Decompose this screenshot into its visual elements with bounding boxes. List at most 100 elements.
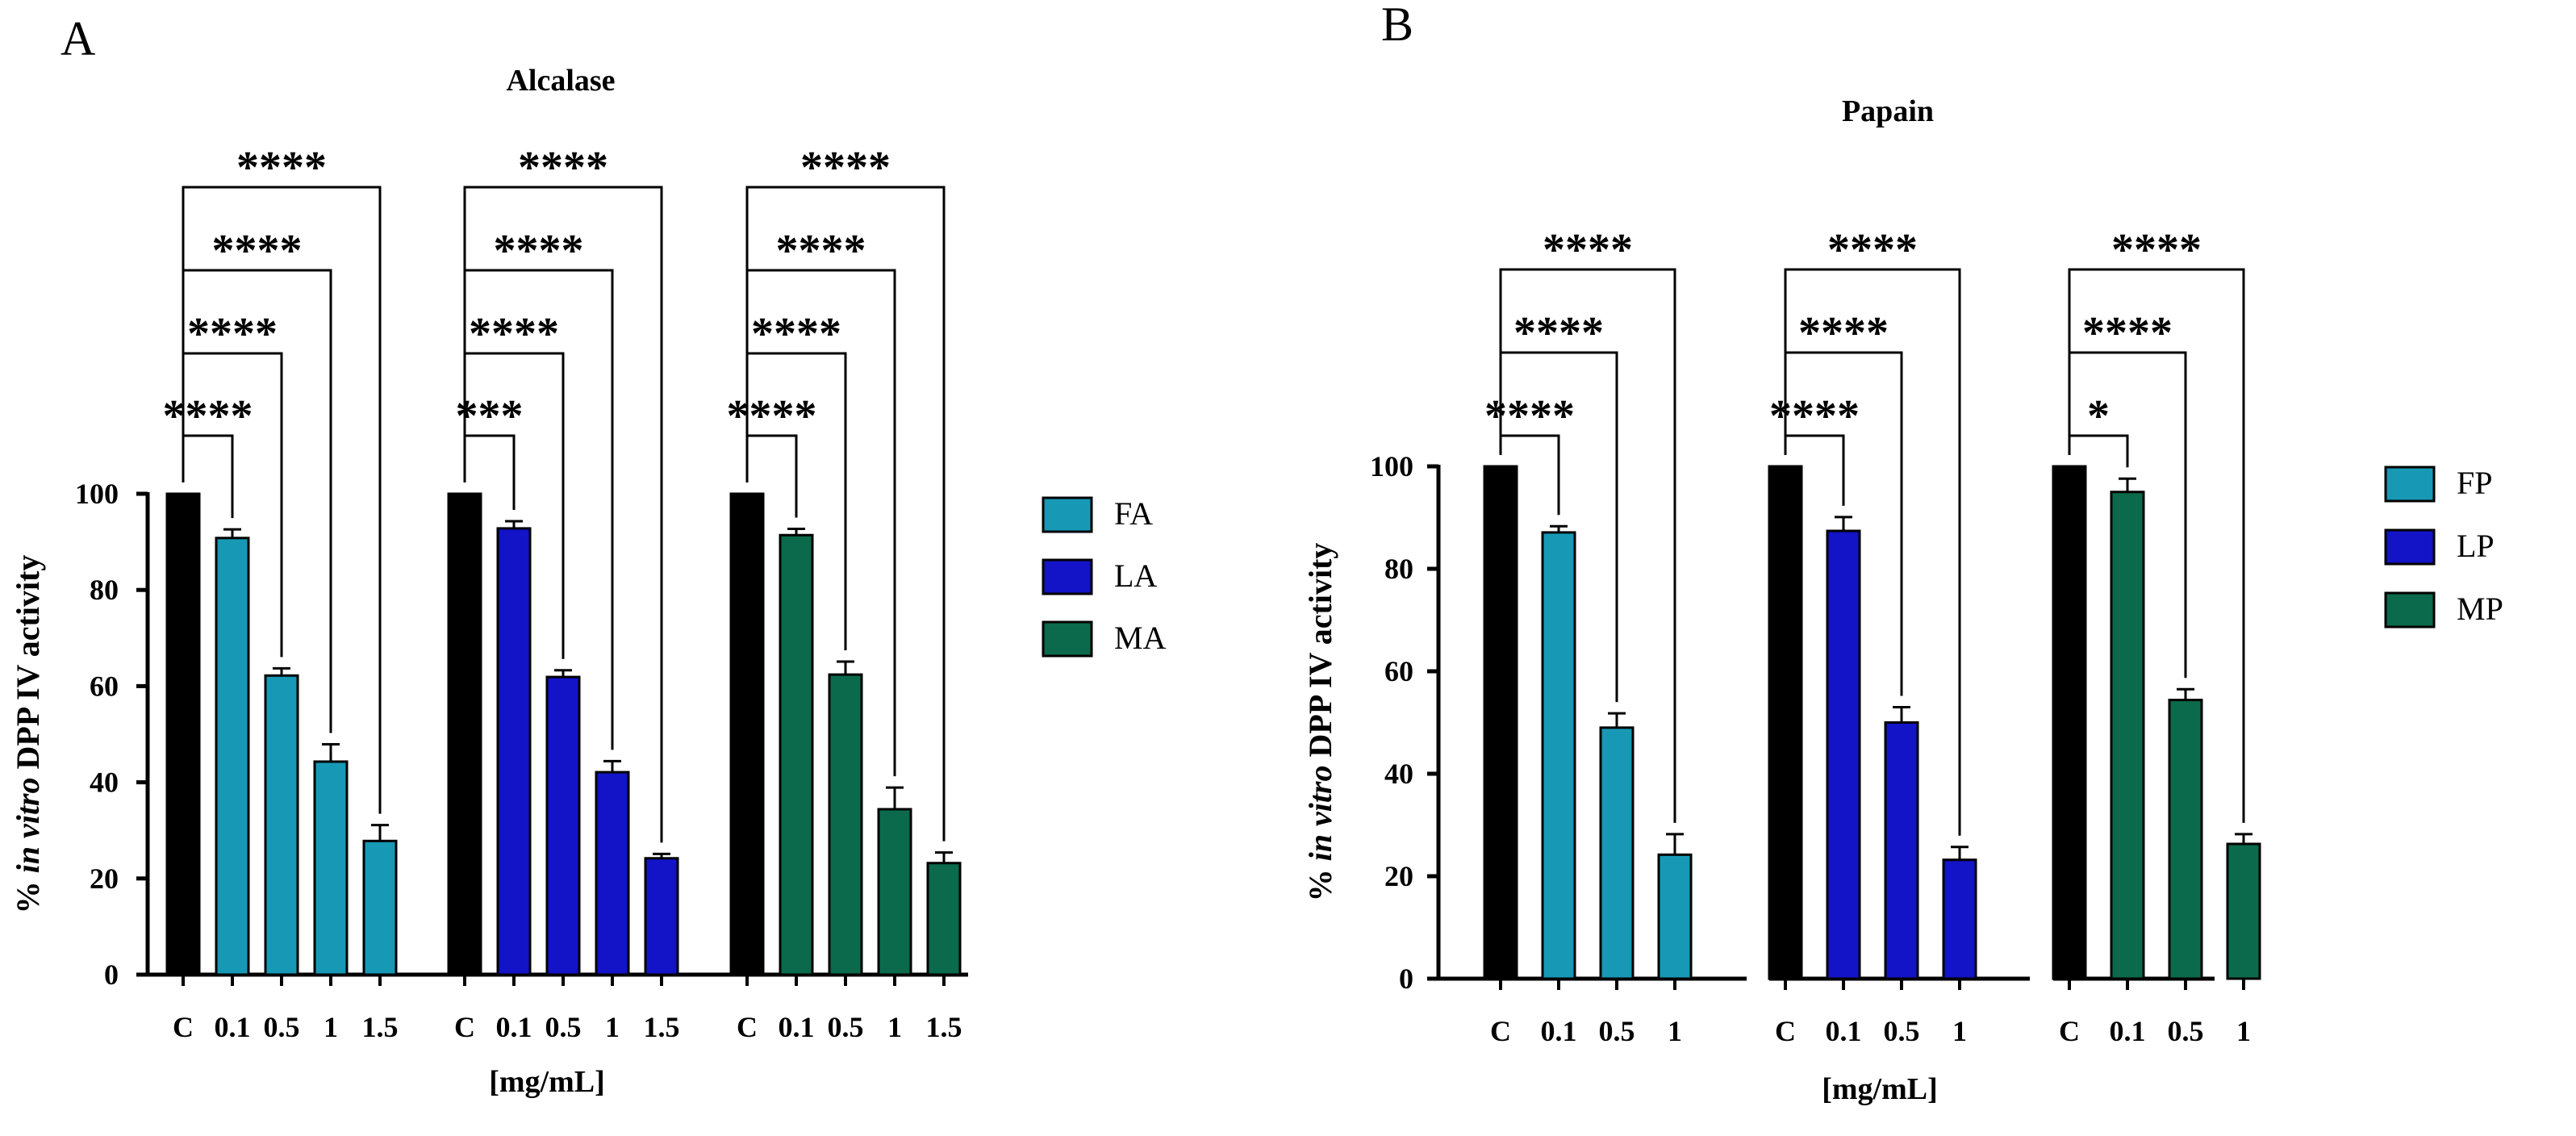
bar-ma-0_5 — [828, 673, 863, 976]
x-tick-label: 0.5 — [2168, 1015, 2204, 1047]
legend-label-fp: FP — [2457, 465, 2493, 501]
legend-label-lp: LP — [2457, 528, 2495, 564]
bar-mp-c — [2052, 465, 2087, 980]
y-axis-label-prefix: % — [10, 873, 46, 913]
significance-label: * — [2087, 391, 2110, 441]
bar-la-c — [447, 492, 482, 976]
bar-ma-c — [729, 492, 765, 976]
bar-fp-c — [1483, 465, 1518, 980]
x-tick-label: 0.5 — [1599, 1015, 1635, 1047]
y-tick-label: 40 — [1384, 758, 1413, 790]
panel-label: A — [61, 12, 95, 65]
x-tick-label: 1 — [324, 1011, 338, 1043]
legend-swatch-la — [1042, 558, 1093, 595]
y-axis-label-italic: in vitro — [10, 778, 46, 874]
x-tick-label: 0.5 — [1884, 1015, 1920, 1047]
bar-group-fa: C 0.1 0.5 1 1.5 **** **** **** **** — [148, 143, 449, 1043]
x-tick-label: C — [173, 1011, 194, 1043]
bar-fp-0_5 — [1599, 726, 1635, 980]
panel-label: B — [1381, 0, 1413, 51]
bar-group-mp: C 0.1 0.5 1********* — [2052, 225, 2261, 1047]
significance-label: **** — [163, 391, 253, 441]
y-tick-label: 60 — [1384, 655, 1413, 687]
significance-label: **** — [469, 309, 559, 359]
significance-label: **** — [494, 226, 584, 276]
bar-ma-0_1 — [779, 533, 814, 976]
significance-label: **** — [727, 391, 817, 441]
x-tick-label: C — [1490, 1015, 1511, 1047]
y-axis-label-italic: in vitro — [1302, 766, 1338, 862]
y-tick-label: 20 — [1384, 860, 1413, 892]
significance-label: **** — [1543, 225, 1633, 275]
legend-swatch-lp — [2384, 528, 2436, 566]
bar-la-1_5 — [644, 857, 679, 976]
y-tick-label: 0 — [1399, 963, 1413, 995]
legend-label-la: LA — [1114, 558, 1157, 594]
significance-bracket — [2068, 268, 2245, 823]
y-tick-label: 100 — [75, 478, 119, 510]
x-tick-label: 1 — [887, 1011, 902, 1043]
bar-la-0_5 — [545, 675, 581, 976]
significance-bracket — [463, 186, 663, 843]
significance-label: **** — [212, 226, 303, 276]
y-tick-label: 100 — [1370, 450, 1413, 482]
y-tick-label: 40 — [90, 766, 119, 799]
x-axis-label: [mg/mL] — [1822, 1072, 1938, 1106]
y-tick-label: 60 — [90, 670, 119, 702]
bar-fa-1 — [313, 760, 349, 976]
x-tick-label: 0.5 — [545, 1011, 582, 1043]
significance-bracket — [1784, 268, 1961, 836]
significance-label: **** — [1513, 308, 1604, 358]
x-tick-label: C — [2059, 1015, 2080, 1047]
bar-mp-0_1 — [2110, 491, 2145, 980]
significance-bracket — [1499, 268, 1676, 823]
x-tick-label: 1 — [2236, 1015, 2251, 1047]
significance-label: **** — [1798, 308, 1889, 358]
y-axis-label-suffix: DPP IV activity — [10, 555, 46, 778]
significance-label: **** — [776, 226, 866, 276]
y-tick-label: 0 — [104, 958, 119, 991]
legend-swatch-ma — [1042, 620, 1093, 658]
significance-bracket — [745, 186, 946, 842]
legend-label-mp: MP — [2457, 591, 2503, 627]
bar-la-0_1 — [496, 527, 532, 976]
significance-label: **** — [1769, 391, 1860, 441]
legend-swatch-fa — [1042, 496, 1093, 533]
bar-lp-0_1 — [1826, 529, 1861, 980]
significance-label: **** — [187, 309, 278, 359]
x-axis-label: [mg/mL] — [489, 1065, 605, 1099]
bar-group-fp: C 0.1 0.5 1 **** **** **** — [1438, 225, 1747, 1047]
x-tick-label: 0.1 — [496, 1011, 532, 1043]
x-tick-label: 0.1 — [215, 1011, 251, 1043]
significance-label: **** — [1484, 391, 1575, 441]
legend-swatch-fp — [2384, 466, 2436, 503]
bar-fa-0_5 — [264, 674, 299, 976]
significance-label: **** — [751, 309, 841, 359]
y-axis-label-prefix: % — [1302, 861, 1338, 901]
y-axis-label: % in vitro DPP IV activity — [1302, 543, 1338, 902]
bar-fa-c — [165, 492, 201, 976]
y-axis-label: % in vitro DPP IV activity — [10, 555, 46, 914]
x-tick-label: 0.1 — [2110, 1015, 2146, 1047]
bar-la-1 — [595, 771, 630, 976]
bar-group-lp: C 0.1 0.5 1 **** **** **** — [1768, 225, 2030, 1047]
x-tick-label: 1 — [605, 1011, 620, 1043]
significance-label: *** — [456, 391, 524, 441]
x-tick-label: 0.5 — [828, 1011, 864, 1043]
bar-mp-0_5 — [2168, 699, 2203, 980]
bar-lp-c — [1768, 465, 1803, 980]
bar-fa-1_5 — [362, 839, 398, 976]
x-tick-label: 0.1 — [1541, 1015, 1577, 1047]
bar-group-ma: C 0.1 0.5 1 1.5 **** **** **** **** — [727, 143, 968, 1043]
x-tick-label: 1 — [1952, 1015, 1967, 1047]
significance-bracket — [182, 186, 382, 814]
x-tick-label: 1.5 — [926, 1011, 962, 1043]
significance-label: **** — [518, 143, 608, 193]
bar-fa-0_1 — [215, 537, 250, 976]
x-tick-label: 0.1 — [1826, 1015, 1862, 1047]
y-tick-label: 20 — [90, 862, 119, 895]
x-tick-label: C — [1775, 1015, 1796, 1047]
